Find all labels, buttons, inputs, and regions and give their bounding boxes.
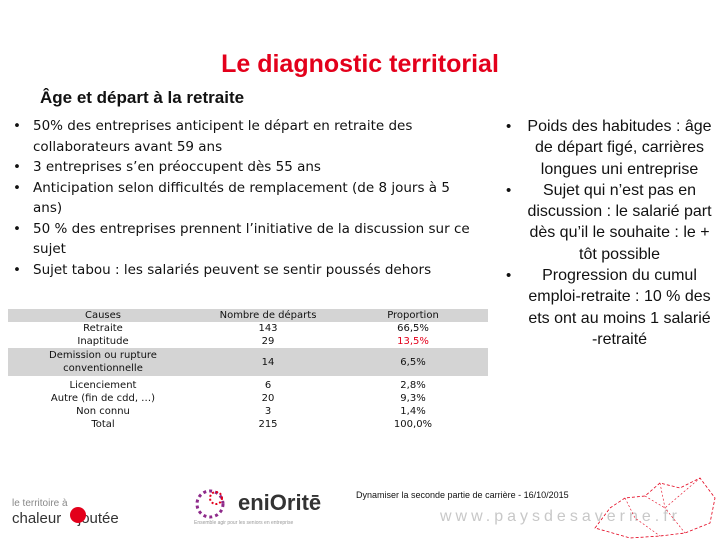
logo-word-chaleur: chaleur [12,510,62,527]
table-cell: Inaptitude [8,335,198,348]
table-cell: 66,5% [338,322,488,335]
table-cell: 3 [198,405,338,418]
territory-map-graphic [594,477,716,539]
section-subtitle: Âge et départ à la retraite [40,88,245,107]
table-cell: Non connu [8,405,198,418]
table-header-cell: Proportion [338,309,488,322]
logo-wordmark: eniOritē [238,490,322,515]
table-cell: Demission ou rupture conventionnelle [8,348,198,376]
table-header-row: Causes Nombre de départs Proportion [8,309,488,322]
footer-caption: Dynamiser la seconde partie de carrière … [356,490,569,500]
table-row: Total 215 100,0% [8,418,488,431]
table-cell-highlight: 13,5% [338,335,488,348]
table-header-cell: Nombre de départs [198,309,338,322]
right-bullet: Poids des habitudes : âge de départ figé… [500,116,715,180]
right-bullet-list: Poids des habitudes : âge de départ figé… [500,116,715,350]
left-bullet: 3 entreprises s’en préoccupent dès 55 an… [10,157,480,178]
logo-tagline: Ensemble agir pour les seniors en entrep… [194,520,294,526]
seniorite-emblem-icon [195,489,225,519]
right-bullet: Progression du cumul emploi-retraite : 1… [500,265,715,350]
right-bullet: Sujet qui n’est pas en discussion : le s… [500,180,715,265]
table-cell: Autre (fin de cdd, …) [8,392,198,405]
table-cell: Total [8,418,198,431]
table-cell: 6,5% [338,348,488,376]
left-bullet: 50 % des entreprises prennent l’initiati… [10,219,480,260]
table-cell: 29 [198,335,338,348]
table-cell: 14 [198,348,338,376]
logo-line2: chaleur joutée [12,510,119,527]
table-cell: 2,8% [338,376,488,392]
departures-table: Causes Nombre de départs Proportion Retr… [8,309,488,431]
table-cell: 1,4% [338,405,488,418]
table-cell: Licenciement [8,376,198,392]
logo-line1: le territoire à [12,498,68,509]
table-row: Autre (fin de cdd, …) 20 9,3% [8,392,488,405]
table-row: Retraite 143 66,5% [8,322,488,335]
seniorite-logo: eniOritē Ensemble agir pour les seniors … [190,484,322,532]
table-row: Licenciement 6 2,8% [8,376,488,392]
left-bullet: Anticipation selon difficultés de rempla… [10,178,480,219]
table-row: Non connu 3 1,4% [8,405,488,418]
table-cell: 20 [198,392,338,405]
left-bullet: 50% des entreprises anticipent le départ… [10,116,480,157]
table-row: Demission ou rupture conventionnelle 14 … [8,348,488,376]
logo-ring-icon [70,507,86,523]
page-title: Le diagnostic territorial [221,50,499,78]
left-bullet-list: 50% des entreprises anticipent le départ… [10,116,480,280]
table-cell: 100,0% [338,418,488,431]
table-cell: 143 [198,322,338,335]
left-bullet: Sujet tabou : les salariés peuvent se se… [10,260,480,281]
table-cell: 9,3% [338,392,488,405]
table-header-cell: Causes [8,309,198,322]
table-cell: 6 [198,376,338,392]
territory-logo: le territoire à chaleur joutée [8,496,148,536]
table-cell: Retraite [8,322,198,335]
logo-word-joutee: joutée [77,510,119,527]
table-row: Inaptitude 29 13,5% [8,335,488,348]
table-cell: 215 [198,418,338,431]
website-url: www.paysdesaverne.fr [440,508,681,525]
